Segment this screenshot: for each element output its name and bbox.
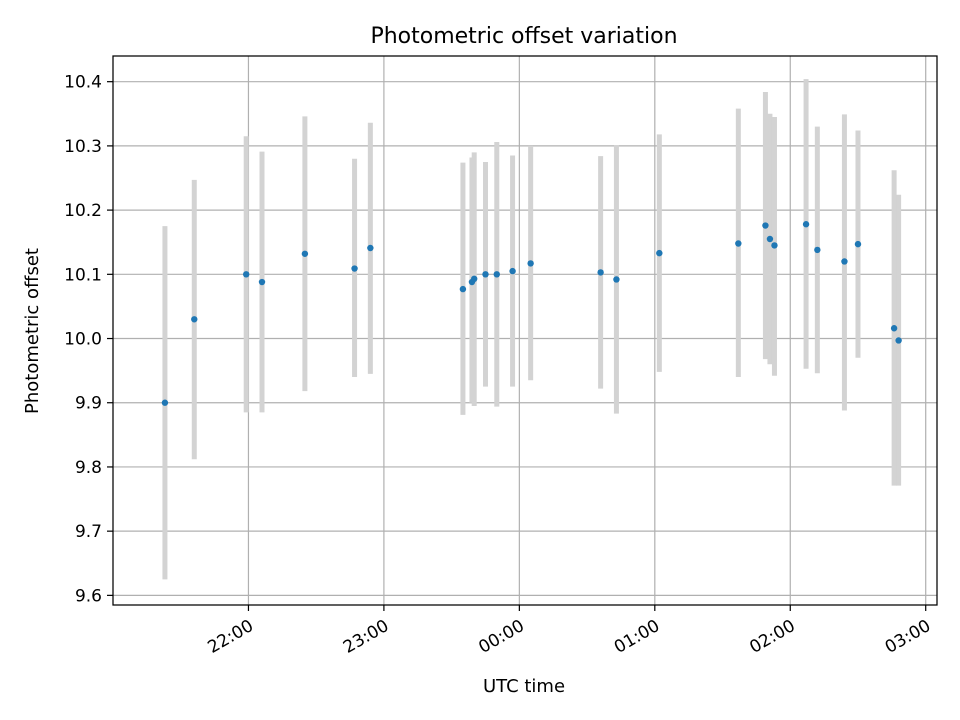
y-tick-label: 10.4 (64, 73, 102, 93)
x-tick-label: 01:00 (611, 616, 663, 658)
x-tick-label: 02:00 (746, 616, 798, 658)
y-tick-label: 10.0 (64, 330, 102, 350)
data-point (890, 325, 898, 332)
y-tick-label: 10.2 (64, 201, 102, 221)
y-tick-label: 9.9 (75, 394, 102, 414)
y-axis: 9.6 9.7 9.8 9.9 10.0 10.1 10.2 10.3 10.4 (64, 73, 113, 606)
y-tick-label: 10.3 (64, 137, 102, 157)
data-point (161, 399, 169, 406)
x-tick-label: 03:00 (882, 616, 934, 658)
x-tick-label: 00:00 (475, 616, 527, 658)
data-point (766, 235, 774, 243)
data-points (161, 221, 902, 406)
data-point (802, 221, 810, 228)
data-point (459, 285, 467, 293)
x-tick-label: 22:00 (205, 616, 257, 658)
data-point (258, 278, 266, 286)
y-tick-label: 9.7 (75, 522, 102, 542)
data-point (471, 275, 478, 283)
data-point (493, 271, 500, 278)
error-bars (162, 79, 902, 580)
y-tick-label: 10.1 (64, 265, 102, 285)
data-point (367, 244, 374, 252)
data-point (351, 265, 358, 272)
data-point (191, 316, 198, 323)
data-point (509, 267, 516, 275)
data-point (613, 276, 620, 283)
data-point (527, 260, 534, 267)
y-tick-label: 9.8 (75, 458, 102, 478)
chart-title: Photometric offset variation (370, 24, 677, 49)
x-axis: 22:00 23:00 00:00 01:00 02:00 03:00 (205, 605, 934, 658)
data-point (854, 240, 862, 248)
data-point (771, 242, 778, 249)
plot-frame (112, 55, 938, 606)
grid (113, 56, 937, 605)
data-point (597, 269, 604, 276)
data-point (841, 258, 848, 265)
data-point (735, 240, 742, 247)
y-axis-label: Photometric offset (22, 248, 43, 414)
data-point (482, 271, 489, 278)
data-point (814, 246, 821, 254)
x-tick-label: 23:00 (340, 616, 392, 658)
data-point (762, 222, 769, 229)
data-point (895, 337, 902, 344)
y-tick-label: 9.6 (75, 586, 102, 606)
data-point (242, 271, 250, 278)
data-point (301, 250, 309, 257)
x-axis-label: UTC time (483, 676, 565, 697)
data-point (656, 249, 663, 257)
